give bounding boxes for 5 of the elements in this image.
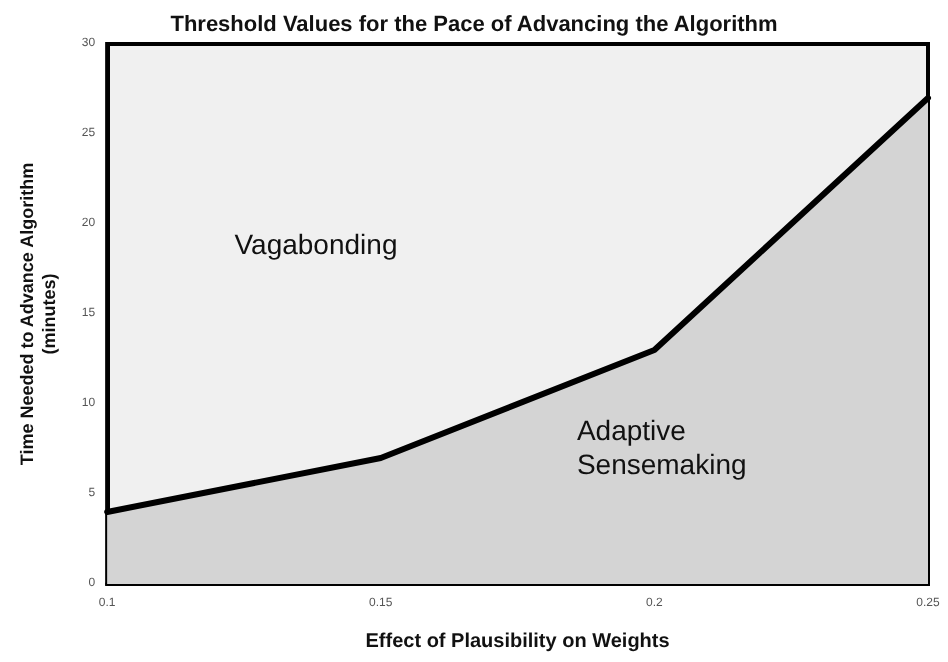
annotation: Adaptive Sensemaking: [576, 414, 747, 481]
annotation: Vagabonding: [234, 228, 398, 261]
y-axis-title: Time Needed to Advance Algorithm (minutes): [17, 162, 59, 466]
chart-title: Threshold Values for the Pace of Advancing the Algorithm: [170, 13, 778, 37]
x-axis-title: Effect of Plausibility on Weights: [365, 631, 671, 653]
